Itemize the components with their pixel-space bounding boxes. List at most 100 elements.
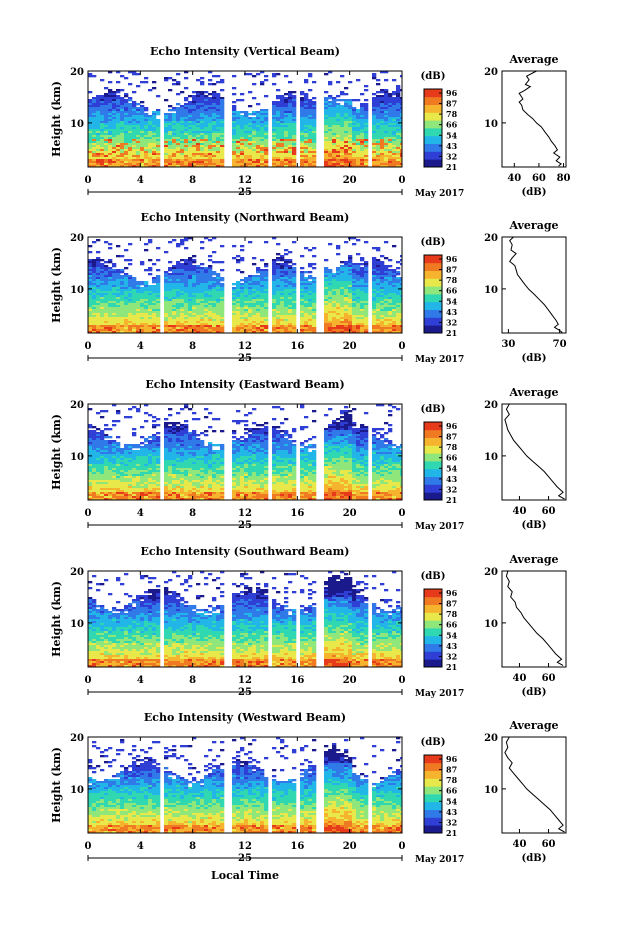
heatmap-cell (244, 155, 249, 158)
heatmap-cell (384, 125, 389, 128)
heatmap-cell (324, 161, 329, 164)
heatmap-cell (216, 311, 221, 314)
heatmap-cell (88, 135, 93, 138)
heatmap-cell (252, 97, 257, 100)
heatmap-cell (348, 303, 353, 306)
heatmap-cell (232, 123, 237, 126)
heatmap-cell (252, 283, 257, 286)
heatmap-cell (340, 325, 345, 328)
heatmap-cell (92, 295, 97, 298)
heatmap-cell (248, 279, 253, 282)
heatmap-cell (212, 117, 217, 120)
heatmap-cell (392, 281, 397, 284)
heatmap-cell (140, 289, 145, 292)
heatmap-cell (196, 91, 201, 94)
heatmap-cell (184, 271, 189, 274)
heatmap-cell (356, 165, 361, 167)
heatmap-cell (324, 305, 329, 308)
heatmap-cell (348, 149, 353, 152)
heatmap-cell (196, 267, 201, 270)
heatmap-cell (376, 291, 381, 294)
heatmap-cell (288, 125, 293, 128)
heatmap-cell (304, 99, 309, 102)
heatmap-cell (372, 307, 377, 310)
heatmap-cell (348, 327, 353, 330)
heatmap-cell (216, 313, 221, 316)
heatmap-cell (112, 323, 117, 326)
heatmap-cell (312, 297, 317, 300)
heatmap-cell (340, 285, 345, 288)
heatmap-cell (136, 321, 141, 324)
heatmap-cell (344, 283, 349, 286)
heatmap-cell (240, 115, 245, 118)
heatmap-cell (216, 327, 221, 330)
heatmap-cell (256, 327, 261, 330)
heatmap-cell (348, 105, 353, 108)
heatmap-cell (336, 287, 341, 290)
heatmap-cell (400, 287, 402, 290)
heatmap-cell (384, 135, 389, 138)
heatmap-cell (280, 267, 285, 270)
heatmap-cell (260, 157, 265, 160)
heatmap-cell (136, 327, 141, 330)
heatmap-cell (248, 147, 253, 150)
heatmap-cell (340, 109, 345, 112)
heatmap-cell (304, 137, 309, 140)
heatmap-cell (300, 305, 305, 308)
heatmap-cell (248, 135, 253, 138)
heatmap-cell (324, 151, 329, 154)
heatmap-cell (288, 143, 293, 146)
heatmap-cell (88, 277, 93, 280)
colorbar-tick-label: 54 (446, 130, 458, 140)
heatmap-cell (124, 249, 129, 252)
heatmap-cell (244, 297, 249, 300)
heatmap-cell (172, 117, 177, 120)
heatmap-cell (192, 331, 197, 333)
heatmap-cell (180, 265, 185, 268)
heatmap-cell (184, 127, 189, 130)
heatmap-cell (344, 319, 349, 322)
heatmap-cell (212, 295, 217, 298)
heatmap-cell (240, 257, 245, 260)
heatmap-cell (116, 143, 121, 146)
heatmap-cell (396, 151, 401, 154)
heatmap-cell (388, 141, 393, 144)
heatmap-cell (108, 137, 113, 140)
heatmap-cell (272, 269, 277, 272)
heatmap-cell (376, 313, 381, 316)
heatmap-cell (188, 295, 193, 298)
heatmap-cell (148, 331, 153, 333)
heatmap-cell (292, 287, 297, 290)
heatmap-cell (120, 283, 125, 286)
heatmap-cell (308, 127, 313, 130)
heatmap-cell (292, 297, 297, 300)
heatmap-cell (376, 281, 381, 284)
heatmap-cell (108, 319, 113, 322)
heatmap-cell (348, 139, 353, 142)
heatmap-cell (128, 299, 133, 302)
heatmap-cell (232, 115, 237, 118)
heatmap-cell (280, 323, 285, 326)
heatmap-cell (120, 303, 125, 306)
heatmap-cell (208, 93, 213, 96)
heatmap-cell (128, 137, 133, 140)
heatmap-cell (112, 161, 117, 164)
heatmap-cell (260, 273, 265, 276)
heatmap-cell (276, 293, 281, 296)
heatmap-cell (308, 325, 313, 328)
heatmap-cell (344, 289, 349, 292)
heatmap-cell (336, 161, 341, 164)
heatmap-cell (292, 321, 297, 324)
heatmap-cell (264, 241, 269, 244)
heatmap-cell (388, 319, 393, 322)
heatmap-cell (396, 323, 401, 326)
heatmap-cell (96, 143, 101, 146)
heatmap-cell (108, 107, 113, 110)
heatmap-cell (344, 111, 349, 114)
heatmap-cell (280, 109, 285, 112)
heatmap-cell (172, 325, 177, 328)
heatmap-cell (204, 287, 209, 290)
heatmap-cell (280, 313, 285, 316)
heatmap-cell (152, 291, 157, 294)
heatmap-cell (208, 117, 213, 120)
